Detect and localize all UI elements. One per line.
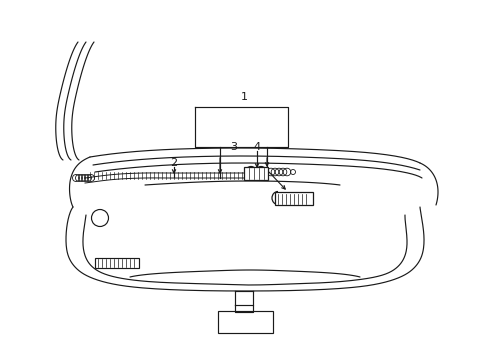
Text: 3: 3 xyxy=(230,142,237,152)
Bar xyxy=(274,192,312,205)
Bar xyxy=(218,311,272,333)
Text: 4: 4 xyxy=(253,142,260,152)
Text: 1: 1 xyxy=(240,92,247,102)
Text: 2: 2 xyxy=(170,158,177,168)
Bar xyxy=(244,167,267,180)
